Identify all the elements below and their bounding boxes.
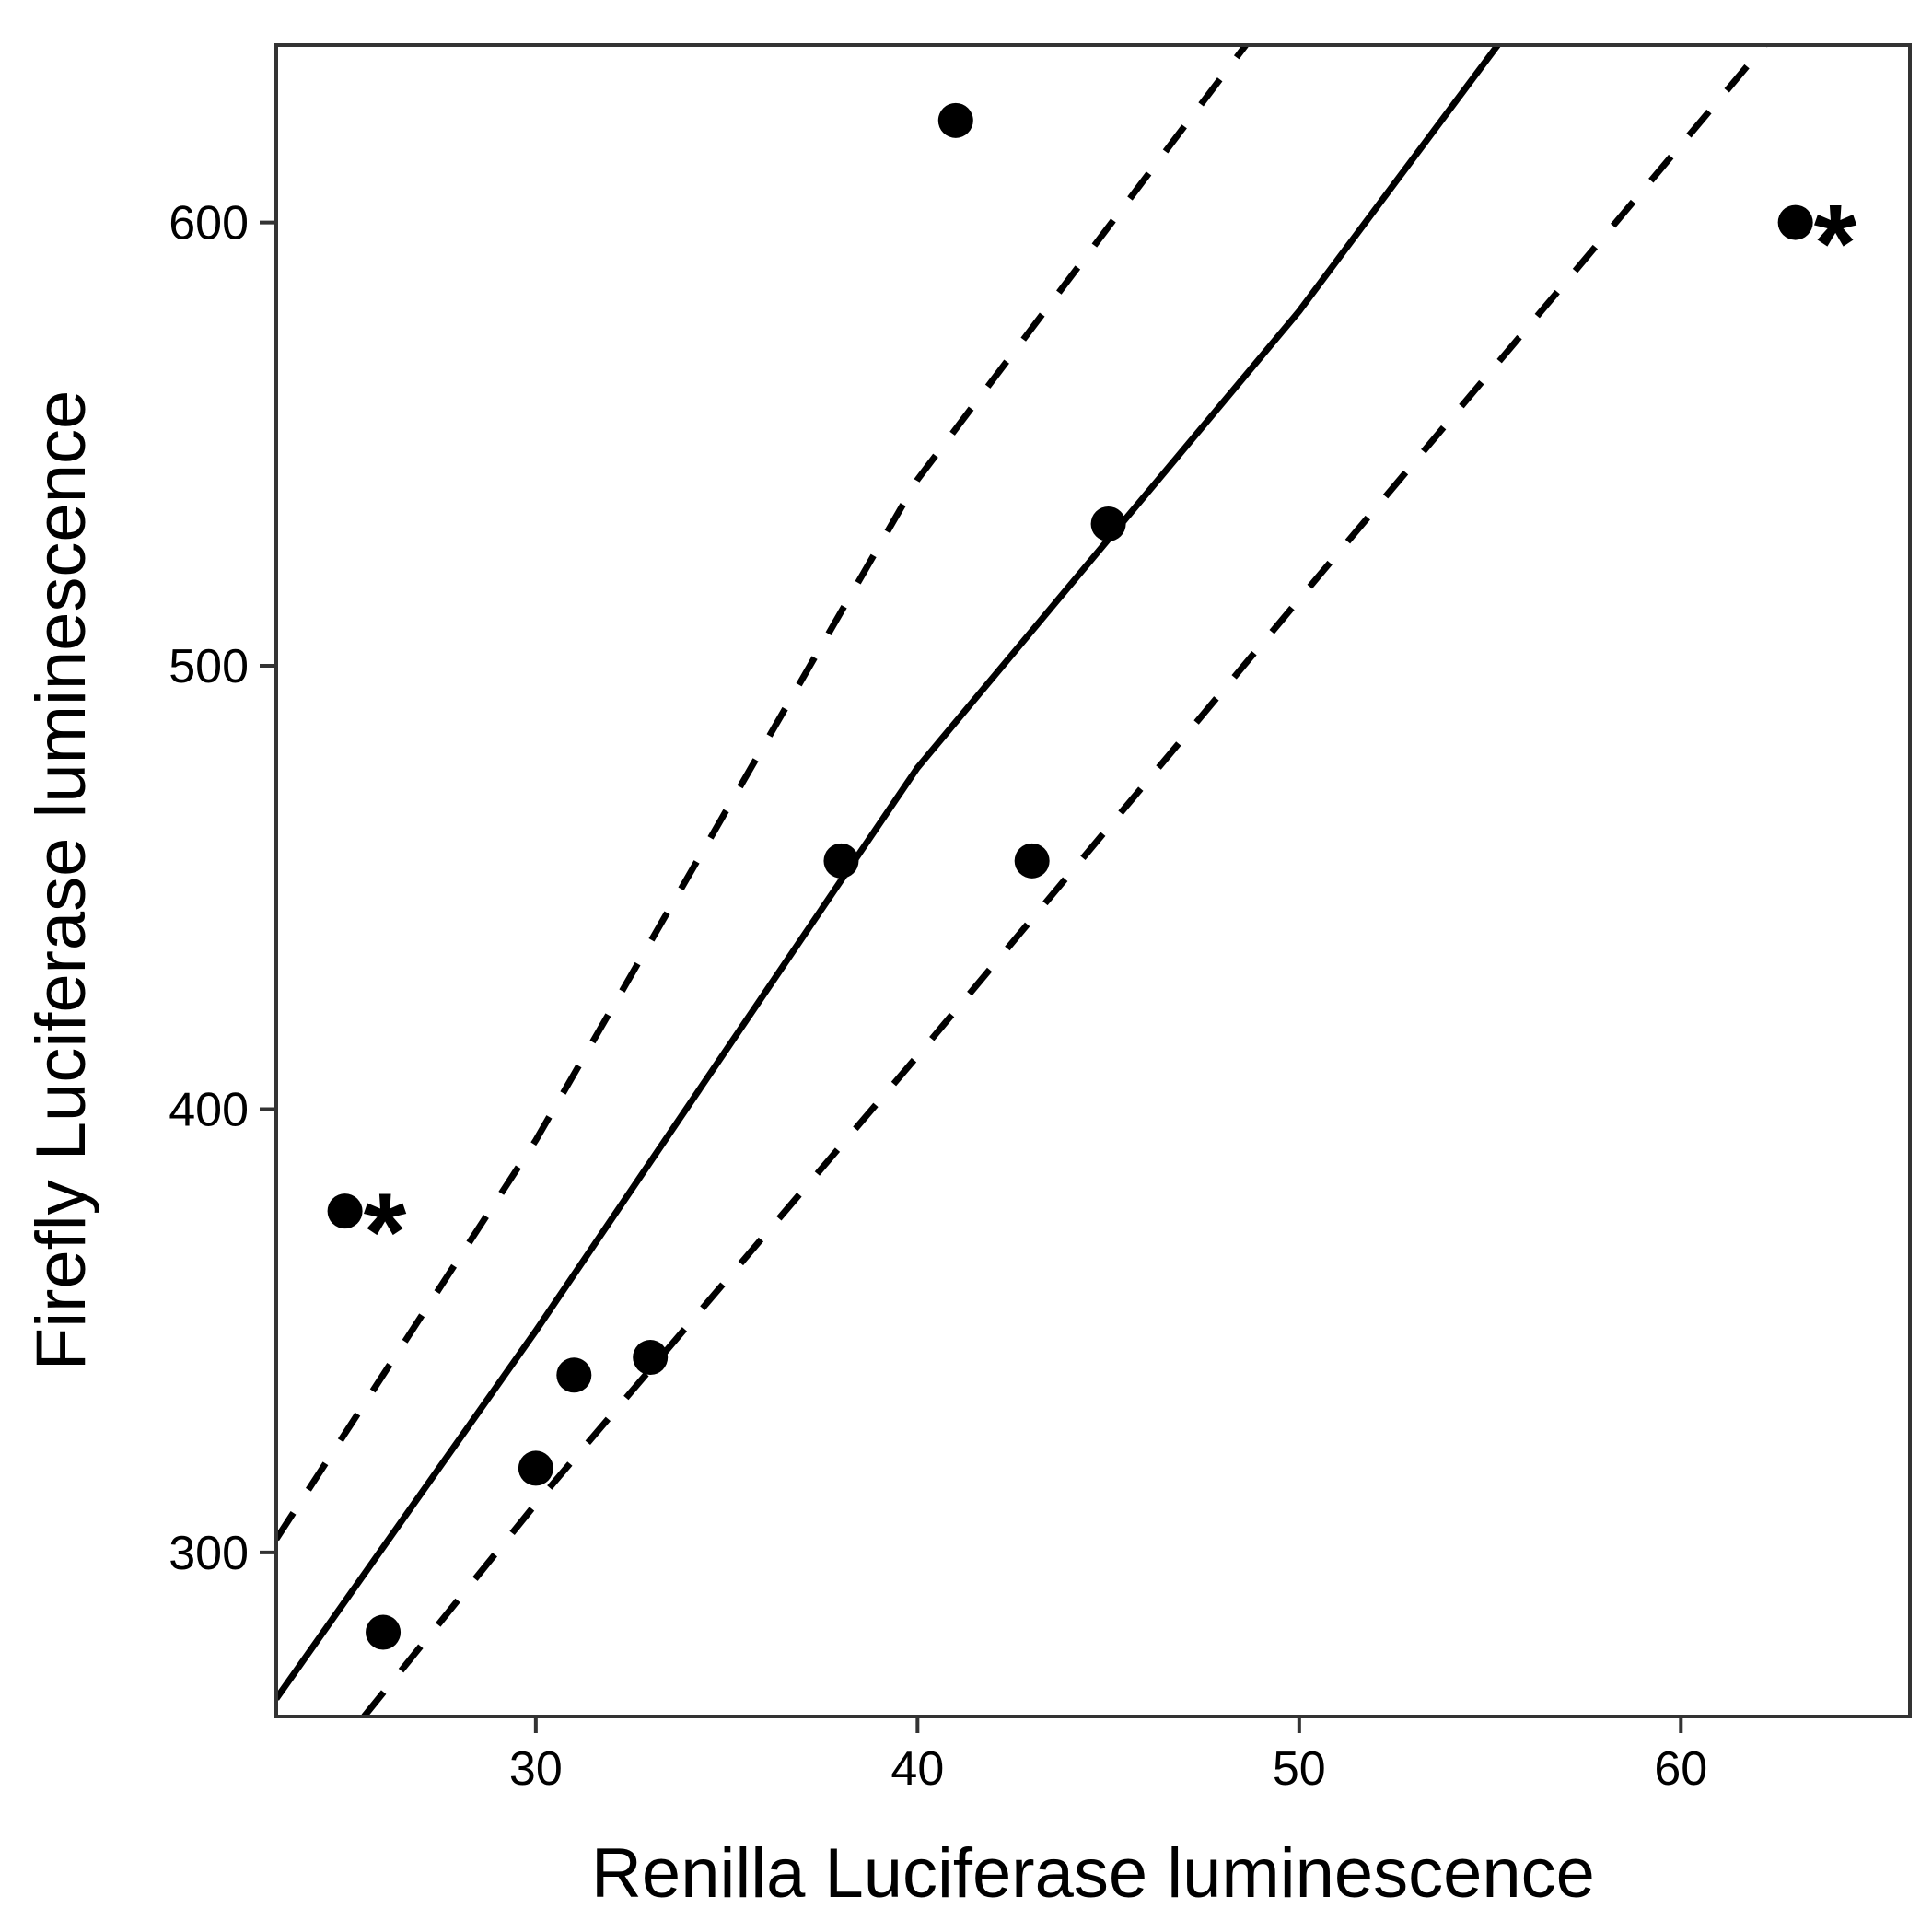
significance-markers: ** — [364, 182, 1857, 1295]
data-point — [1014, 843, 1050, 879]
significance-asterisk: * — [1814, 182, 1857, 306]
y-axis: 300 400 500 600 — [169, 197, 276, 1580]
data-point — [518, 1450, 553, 1486]
data-point — [1090, 506, 1126, 541]
y-axis-title: Firefly Luciferase luminescence — [22, 390, 100, 1370]
y-tick-label: 500 — [169, 640, 249, 693]
y-tick-label: 600 — [169, 197, 249, 250]
data-point — [556, 1357, 592, 1393]
regression-line — [276, 45, 1501, 1701]
data-points — [327, 102, 1813, 1650]
x-tick-label: 60 — [1654, 1742, 1707, 1796]
data-point — [366, 1614, 402, 1650]
data-point — [327, 1193, 363, 1229]
plot-frame — [274, 43, 1912, 1718]
confidence-line-2 — [361, 45, 1768, 1716]
significance-asterisk: * — [364, 1170, 407, 1294]
confidence-line-1 — [276, 45, 1249, 1542]
y-tick-label: 400 — [169, 1083, 249, 1136]
data-point — [937, 102, 973, 138]
x-tick-label: 40 — [890, 1742, 944, 1796]
x-tick-label: 30 — [509, 1742, 563, 1796]
x-tick-label: 50 — [1273, 1742, 1326, 1796]
data-point — [1777, 204, 1813, 240]
data-point — [633, 1340, 669, 1376]
data-point — [823, 843, 859, 879]
x-axis: 30 40 50 60 — [509, 1716, 1707, 1796]
fit-lines — [276, 45, 1768, 1716]
x-axis-title: Renilla Luciferase luminescence — [591, 1834, 1595, 1913]
y-tick-label: 300 — [169, 1527, 249, 1580]
